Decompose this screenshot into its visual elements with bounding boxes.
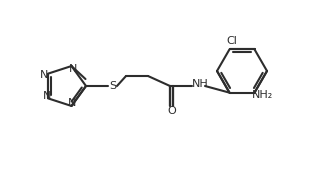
Text: Cl: Cl — [226, 36, 237, 46]
Text: N: N — [68, 98, 77, 108]
Text: NH: NH — [192, 79, 208, 89]
Text: N: N — [40, 70, 48, 80]
Text: N: N — [69, 64, 78, 74]
Text: N: N — [43, 91, 51, 101]
Text: NH₂: NH₂ — [252, 90, 273, 100]
Text: O: O — [168, 106, 176, 116]
Text: S: S — [110, 81, 117, 91]
